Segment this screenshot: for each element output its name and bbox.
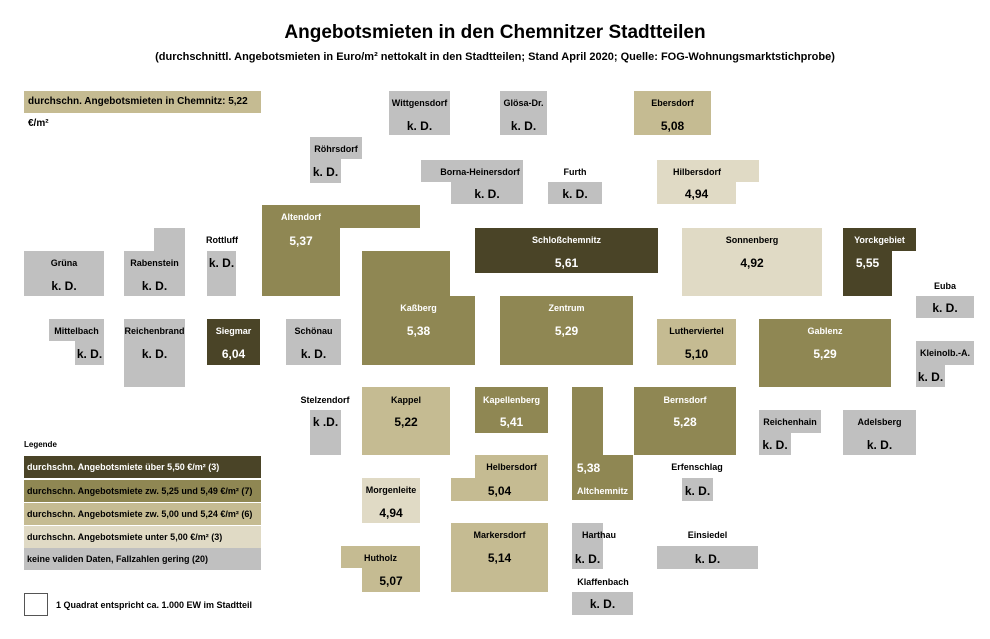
district-label: Lutherviertel xyxy=(669,326,724,336)
district-label: Yorckgebiet xyxy=(854,235,905,245)
district-value: k. D. xyxy=(141,279,168,293)
district-label: Rottluff xyxy=(206,235,238,245)
district-label: Kapellenberg xyxy=(482,395,540,405)
district-label: Klaffenbach xyxy=(577,577,629,587)
district-value: 5,38 xyxy=(406,324,431,338)
district-label: Glösa-Dr. xyxy=(503,98,544,108)
district-value: k. D. xyxy=(694,552,721,566)
district-label: Furth xyxy=(563,167,587,177)
district-label: Schloßchemnitz xyxy=(531,235,601,245)
district-value: k. D. xyxy=(917,370,944,384)
district-label: Markersdorf xyxy=(473,530,526,540)
district-label: Stelzendorf xyxy=(300,395,350,405)
district-label: Gablenz xyxy=(807,326,843,336)
district-label: Adelsberg xyxy=(857,417,902,427)
district-value: 5,08 xyxy=(660,119,685,133)
district-value: k. D. xyxy=(574,552,601,566)
district-value: 6,04 xyxy=(221,347,246,361)
district-value: k. D. xyxy=(141,347,168,361)
district-value: k. D. xyxy=(589,597,616,611)
district-label: Altchemnitz xyxy=(576,486,628,496)
district-value: 5,14 xyxy=(487,551,512,565)
district-value: k. D. xyxy=(312,165,339,179)
legend-item-no-data: keine validen Daten, Fallzahlen gering (… xyxy=(24,548,261,570)
district-label: Kaßberg xyxy=(400,303,437,313)
district-value: k. D. xyxy=(208,256,235,270)
district-label: Borna-Heinersdorf xyxy=(440,167,520,177)
district-value: k .D. xyxy=(312,415,339,429)
district-label: Kleinolb.-A. xyxy=(920,348,970,358)
chart-subtitle: (durchschnittl. Angebotsmieten in Euro/m… xyxy=(155,51,835,63)
district-label: Mittelbach xyxy=(54,326,99,336)
district-label: Altendorf xyxy=(281,212,321,222)
district-label: Grüna xyxy=(50,258,78,268)
scale-square-icon xyxy=(24,593,48,616)
district-value: 5,29 xyxy=(554,324,579,338)
district-value: k. D. xyxy=(684,484,711,498)
district-value: 5,28 xyxy=(673,415,697,429)
district-value: 5,10 xyxy=(684,347,709,361)
district-label: Einsiedel xyxy=(687,530,728,540)
district-label: Röhrsdorf xyxy=(314,144,358,154)
district-value: k. D. xyxy=(510,119,537,133)
district-label: Ebersdorf xyxy=(651,98,694,108)
district-value: k. D. xyxy=(562,187,588,201)
chart-title: Angebotsmieten in den Chemnitzer Stadtte… xyxy=(284,22,706,43)
district-label: Hilbersdorf xyxy=(672,167,721,177)
district-value: k. D. xyxy=(300,347,327,361)
district-value: 5,29 xyxy=(813,347,837,361)
district-value: k. D. xyxy=(762,438,788,452)
legend-title: Legende xyxy=(24,440,57,449)
district-label: Rabenstein xyxy=(130,258,179,268)
district-label: Zentrum xyxy=(548,303,585,313)
district-value: 4,94 xyxy=(379,506,403,520)
district-value: k. D. xyxy=(866,438,893,452)
district-value: 5,41 xyxy=(499,415,524,429)
district-value: 5,55 xyxy=(855,256,880,270)
legend-item-525-549: durchschn. Angebotsmiete zw. 5,25 und 5,… xyxy=(24,480,261,502)
legend-item-above-550: durchschn. Angebotsmiete über 5,50 €/m² … xyxy=(24,456,261,478)
district-label: Euba xyxy=(933,281,956,291)
district-label: Hutholz xyxy=(364,553,397,563)
district-label: Schönau xyxy=(294,326,333,336)
district-value: 5,38 xyxy=(576,461,601,475)
district-value: 5,37 xyxy=(289,234,313,248)
district-value: k. D. xyxy=(51,279,77,293)
district-label: Kappel xyxy=(390,395,421,405)
city-average-box: durchschn. Angebotsmieten in Chemnitz: 5… xyxy=(24,91,261,129)
district-label: Siegmar xyxy=(215,326,252,336)
district-label: Helbersdorf xyxy=(486,462,537,472)
district-value: k. D. xyxy=(474,187,500,201)
district-value: 4,94 xyxy=(684,187,709,201)
district-value: k. D. xyxy=(406,119,433,133)
legend-item-below-500: durchschn. Angebotsmiete unter 5,00 €/m²… xyxy=(24,526,261,548)
district-value: k. D. xyxy=(76,347,103,361)
district-value: 5,07 xyxy=(379,574,403,588)
district-label: Sonnenberg xyxy=(725,235,779,245)
legend-item-500-524: durchschn. Angebotsmiete zw. 5,00 und 5,… xyxy=(24,503,261,525)
district-value: 5,22 xyxy=(394,415,418,429)
district-label: Erfenschlag xyxy=(671,462,723,472)
district-value: 5,61 xyxy=(554,256,579,270)
district-value: 4,92 xyxy=(740,256,764,270)
district-label: Reichenbrand xyxy=(124,326,185,336)
district-label: Morgenleite xyxy=(365,485,417,495)
scale-note: 1 Quadrat entspricht ca. 1.000 EW im Sta… xyxy=(56,600,253,610)
district-label: Reichenhain xyxy=(763,417,817,427)
district-label: Harthau xyxy=(581,530,616,540)
district-label: Bernsdorf xyxy=(663,395,707,405)
district-value: 5,04 xyxy=(487,484,512,498)
district-value: k. D. xyxy=(932,301,958,315)
district-label: Wittgensdorf xyxy=(391,98,448,108)
